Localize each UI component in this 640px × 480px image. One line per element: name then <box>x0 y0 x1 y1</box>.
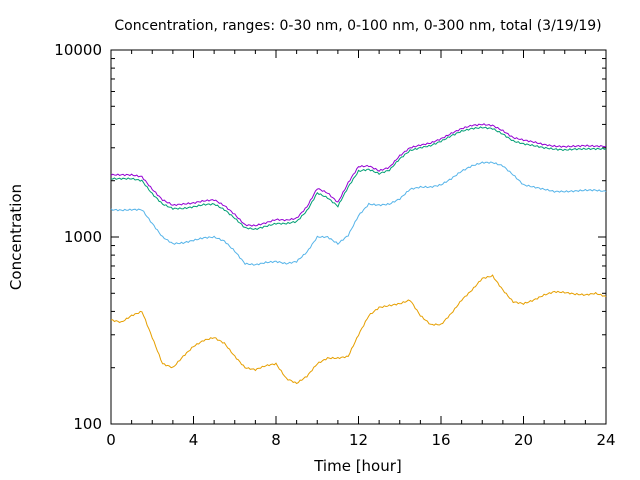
x-tick-label: 4 <box>189 431 199 449</box>
y-tick-label: 100 <box>73 415 102 433</box>
y-axis: 100 1000 10000 <box>54 41 606 433</box>
x-tick-label: 8 <box>271 431 281 449</box>
plot-frame <box>110 49 607 425</box>
x-tick-label: 12 <box>349 431 368 449</box>
series-line-3 <box>110 123 607 227</box>
series-layer <box>110 123 607 385</box>
chart-title: Concentration, ranges: 0-30 nm, 0-100 nm… <box>114 18 601 34</box>
series-line-1 <box>110 161 607 266</box>
x-tick-label: 0 <box>106 431 116 449</box>
x-tick-label: 24 <box>596 431 615 449</box>
series-line-0 <box>110 274 607 385</box>
y-tick-label: 1000 <box>64 228 102 246</box>
y-axis-label: Concentration <box>7 184 25 290</box>
y-tick-label: 10000 <box>54 41 102 59</box>
series-line-2 <box>110 126 607 230</box>
x-tick-label: 16 <box>431 431 450 449</box>
x-axis: 0 4 8 12 16 20 24 <box>106 50 616 449</box>
x-tick-label: 20 <box>514 431 533 449</box>
x-axis-label: Time [hour] <box>313 457 402 475</box>
